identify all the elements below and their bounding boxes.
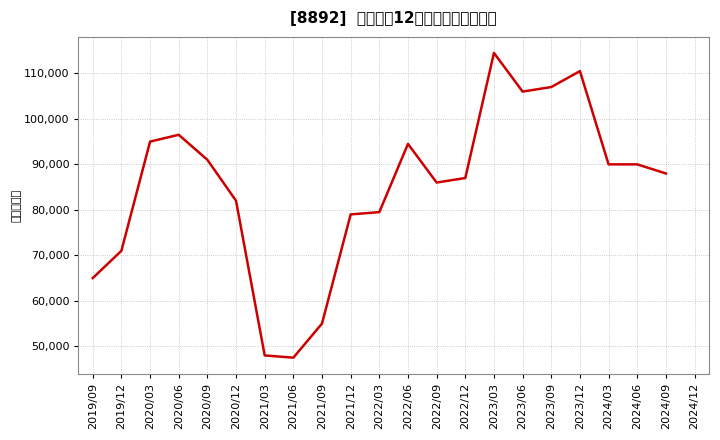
- Title: [8892]  売上高の12か月移動合計の推移: [8892] 売上高の12か月移動合計の推移: [290, 11, 497, 26]
- Y-axis label: （百万円）: （百万円）: [11, 189, 21, 222]
